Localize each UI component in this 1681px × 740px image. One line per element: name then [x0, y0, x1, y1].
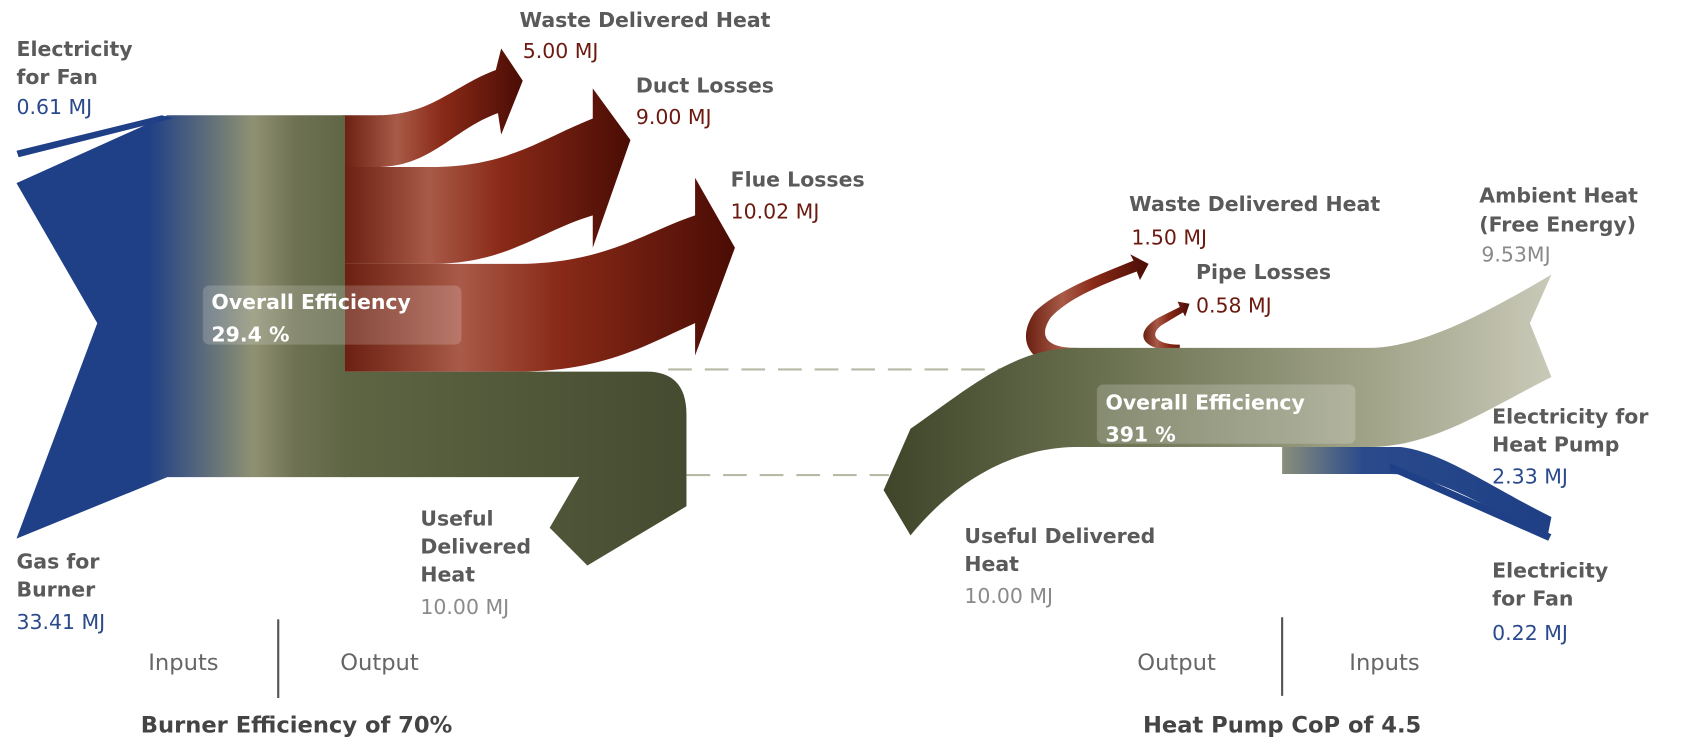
label: for Fan — [16, 65, 97, 89]
label: Flue Losses — [731, 167, 865, 191]
label: 1.50 MJ — [1131, 226, 1207, 250]
label: Burner — [16, 578, 96, 602]
label: Heat — [964, 552, 1019, 576]
gas-flow — [16, 115, 346, 539]
pipe-loss-loop — [1143, 301, 1190, 352]
label: Pipe Losses — [1196, 260, 1331, 284]
duct-loss-arrow — [342, 88, 631, 264]
label: Electricity for — [1492, 404, 1649, 428]
waste-heat-arrow — [342, 48, 523, 167]
label: 5.00 MJ — [523, 39, 599, 63]
label: 10.00 MJ — [964, 584, 1053, 608]
burner-flows — [16, 48, 735, 566]
label: 391 % — [1105, 423, 1175, 447]
label: 9.00 MJ — [636, 105, 712, 129]
heat-pump-electricity-flow — [1282, 447, 1552, 539]
label: Overall Efficiency — [1105, 390, 1304, 414]
fan-flow — [1389, 463, 1552, 541]
label: Useful — [420, 507, 493, 531]
label: Electricity — [16, 37, 132, 61]
efficiency-box — [202, 285, 462, 345]
label: 10.00 MJ — [420, 595, 509, 619]
column-label: Inputs — [1349, 650, 1419, 676]
label: 10.02 MJ — [731, 200, 820, 224]
caption: Burner Efficiency of 70% — [141, 712, 453, 738]
efficiency-box — [1096, 384, 1356, 444]
label: 0.61 MJ — [16, 95, 92, 119]
column-label: Output — [1137, 650, 1216, 676]
label: 33.41 MJ — [16, 610, 105, 634]
caption: Heat Pump CoP of 4.5 — [1143, 712, 1421, 738]
label: Electricity — [1492, 558, 1608, 582]
main-flow — [883, 274, 1552, 536]
label: Duct Losses — [636, 74, 774, 98]
label: Delivered — [420, 535, 531, 559]
label: Waste Delivered Heat — [520, 8, 771, 32]
label: Heat — [420, 563, 475, 587]
label: for Fan — [1492, 586, 1573, 610]
label: Useful Delivered — [964, 524, 1155, 548]
label: Overall Efficiency — [211, 290, 410, 314]
column-label: Output — [340, 650, 419, 676]
useful-heat-flow — [342, 371, 687, 566]
label: Waste Delivered Heat — [1129, 192, 1380, 216]
label: 0.58 MJ — [1196, 293, 1272, 317]
heat-pump-flows — [883, 254, 1552, 541]
label: 0.22 MJ — [1492, 621, 1568, 645]
label: Ambient Heat — [1479, 184, 1638, 208]
fan-flow — [16, 115, 173, 158]
label: (Free Energy) — [1479, 213, 1636, 237]
label: 2.33 MJ — [1492, 465, 1568, 489]
label: 29.4 % — [211, 322, 289, 346]
label: 9.53MJ — [1481, 243, 1550, 267]
flue-loss-arrow — [342, 177, 735, 372]
label: Gas for — [16, 550, 100, 574]
column-label: Inputs — [148, 650, 218, 676]
label: Heat Pump — [1492, 432, 1619, 456]
